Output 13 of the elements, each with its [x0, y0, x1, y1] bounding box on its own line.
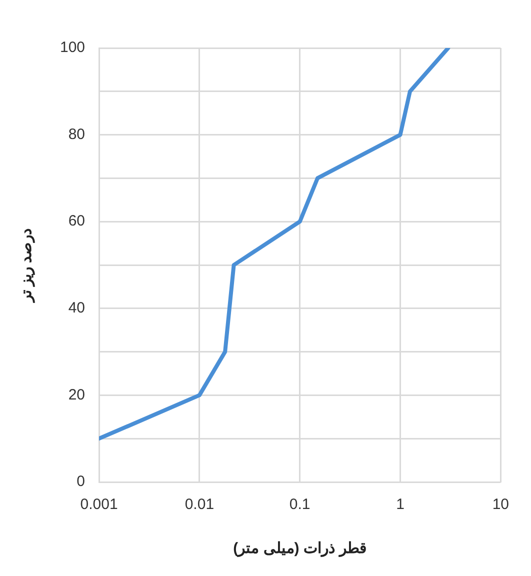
y-tick-label: 80 [68, 126, 86, 143]
y-tick-label: 0 [76, 473, 86, 490]
x-tick-label: 0.1 [289, 496, 310, 514]
x-axis-title: قطر ذرات (میلی متر) [233, 540, 367, 558]
y-tick-label: 20 [68, 386, 86, 404]
y-axis-title: درصد ریز تر [18, 228, 36, 304]
x-tick-label: 1 [396, 496, 404, 514]
y-tick-label: 40 [68, 300, 86, 317]
y-tick-label: 100 [60, 39, 86, 56]
x-tick-label: 0.01 [184, 496, 214, 514]
y-tick-label: 60 [68, 212, 86, 230]
x-tick-label: 10 [492, 496, 509, 514]
x-tick-label: 0.001 [80, 496, 118, 514]
